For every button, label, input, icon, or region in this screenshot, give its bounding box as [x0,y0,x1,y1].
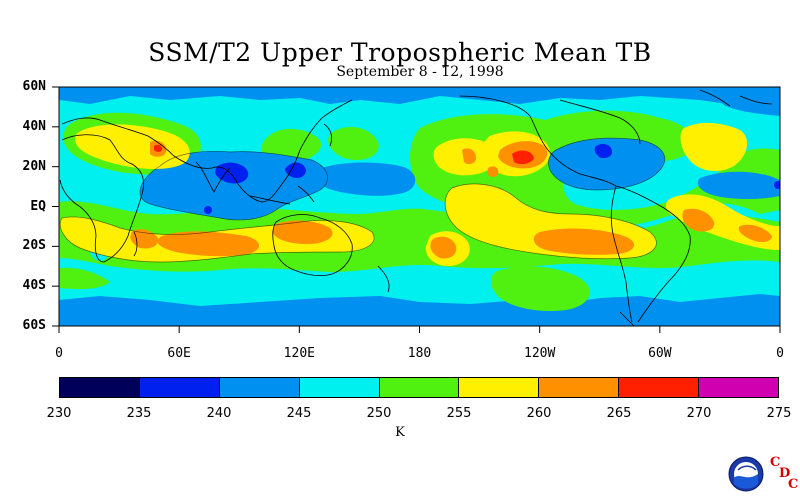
colorbar-tick-label: 245 [286,406,312,421]
lon-label: 60W [648,346,672,361]
colorbar-segment [139,378,220,397]
colorbar-segment [459,378,540,397]
colorbar-tick-label: 230 [46,406,72,421]
colorbar-tick-label: 265 [606,406,632,421]
colorbar-segment [699,378,779,397]
colorbar-segment [619,378,700,397]
colorbar-segment [539,378,620,397]
colorbar-tick-label: 270 [686,406,712,421]
contour-fields [59,87,780,326]
logo-letter-1: C [770,455,781,470]
colorbar-tick-label: 235 [126,406,152,421]
colorbar-tick-label: 250 [366,406,392,421]
colorbar-tick-label: 255 [446,406,472,421]
chart-subtitle: September 8 - 12, 1998 [336,64,504,80]
lon-label: 0 [776,346,784,361]
colorbar-tick-label: 260 [526,406,552,421]
lat-label: 40N [22,118,46,134]
colorbar-segment [219,378,300,397]
logo-letter-3: C [788,477,799,492]
lon-label: 120E [283,346,315,361]
lat-label: 20S [22,238,46,254]
colorbar-tick-label: 240 [206,406,232,421]
colorbar-segment [60,378,140,397]
lat-label: 40S [22,278,46,294]
lat-label: 20N [22,158,46,174]
lon-label: 60E [167,346,191,361]
colorbar-tick-label: 275 [766,406,792,421]
noaa-logo-icon [728,456,764,492]
logo-letter-2: D [779,466,791,481]
lat-label: 60N [22,79,46,94]
colorbar [59,377,779,398]
lon-label: 120W [524,346,556,361]
colorbar-segment [379,378,460,397]
lat-label: EQ [30,198,46,214]
colorbar-unit: K [395,425,405,440]
lon-label: 0 [55,346,63,361]
colorbar-segment [299,378,380,397]
lat-label: 60S [22,318,46,333]
chart-title: SSM/T2 Upper Tropospheric Mean TB [148,38,652,67]
lon-label: 180 [407,346,432,361]
